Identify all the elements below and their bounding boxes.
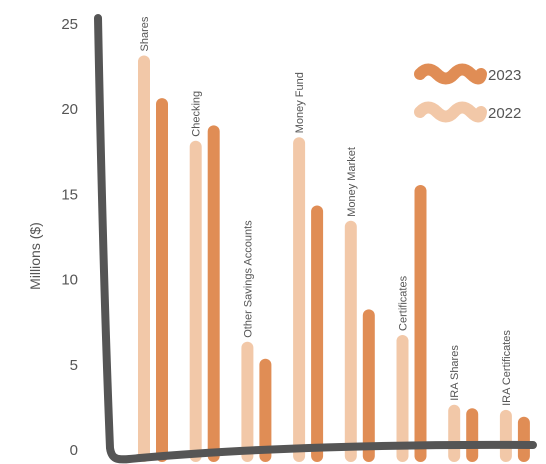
bars	[138, 55, 530, 462]
legend: 2023 2022	[414, 63, 521, 123]
y-tick-25: 25	[61, 16, 78, 33]
y-tick-10: 10	[61, 272, 78, 289]
category-label-5: Certificates	[398, 275, 410, 331]
y-tick-0: 0	[70, 442, 78, 459]
legend-swatch-2023	[414, 63, 487, 85]
category-label-1: Checking	[191, 91, 203, 137]
category-labels: Shares Checking Other Savings Accounts Mone…	[139, 16, 513, 406]
legend-label-2022: 2022	[488, 105, 521, 122]
y-tick-20: 20	[61, 101, 78, 118]
y-axis-label: Millions ($)	[27, 222, 43, 290]
axes	[94, 14, 537, 464]
y-tick-15: 15	[61, 186, 78, 203]
y-axis-ticks: 0 5 10 15 20 25	[61, 16, 78, 459]
category-label-7: IRA Certificates	[501, 330, 513, 406]
category-label-0: Shares	[139, 16, 151, 51]
y-tick-5: 5	[70, 357, 78, 374]
category-label-4: Money Market	[346, 147, 358, 217]
category-label-2: Other Savings Accounts	[242, 220, 254, 338]
category-label-6: IRA Shares	[449, 345, 461, 401]
category-label-3: Money Fund	[294, 72, 306, 133]
legend-swatch-2022	[414, 101, 487, 123]
legend-label-2023: 2023	[488, 67, 521, 84]
